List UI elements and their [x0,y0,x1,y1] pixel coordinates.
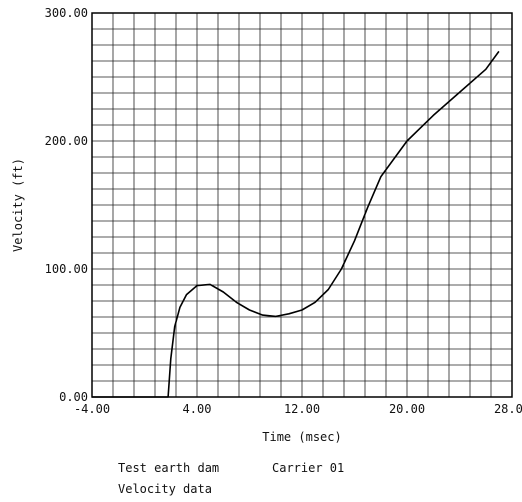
tick-labels: -4.00 4.00 12.00 20.00 28.00 0.00 100.00 200.00… [45,6,522,416]
x-tick-label: 12.00 [284,402,320,416]
x-tick-label: -4.00 [74,402,110,416]
chart-grid [92,13,512,397]
x-tick-label: 20.00 [389,402,425,416]
plot-frame [91,12,513,398]
caption-line1-right: Carrier 01 [272,461,345,475]
y-tick-label: 200.00 [45,134,88,148]
y-tick-label: 0.00 [59,390,88,404]
series-group [92,50,500,398]
y-tick-label: 300.00 [45,6,88,20]
x-tick-label: 4.00 [183,402,212,416]
caption-line2: Velocity data [118,482,212,496]
x-tick-label: 28.00 [494,402,522,416]
y-axis-label: Velocity (ft) [11,158,25,252]
x-axis-label: Time (msec) [262,430,341,444]
series-line-0 [92,50,500,398]
caption-line1-left: Test earth dam [118,461,220,475]
y-tick-label: 100.00 [45,262,88,276]
